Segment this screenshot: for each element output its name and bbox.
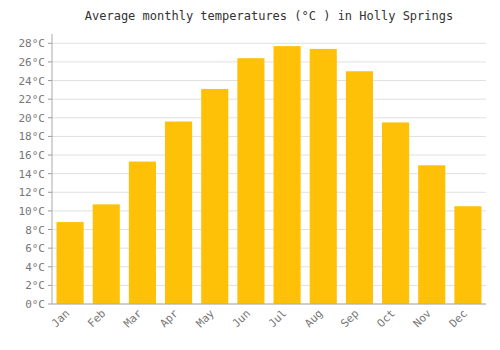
x-tick-label: Sep [338, 307, 361, 330]
x-tick-label: May [194, 307, 218, 331]
grid-line [52, 136, 486, 137]
bar [274, 46, 301, 304]
bar [237, 58, 264, 304]
grid-line [52, 43, 486, 44]
grid-line [52, 117, 486, 118]
chart-container: Average monthly temperatures (°C ) in Ho… [0, 0, 500, 350]
x-tick-label: Aug [302, 307, 325, 330]
bar [57, 222, 84, 304]
bar [201, 89, 228, 304]
x-tick-label: Mar [121, 307, 145, 331]
bars [57, 46, 482, 304]
y-tick [48, 266, 52, 267]
x-tick-label: Apr [157, 307, 181, 331]
bar [93, 204, 120, 304]
grid-line [52, 61, 486, 62]
y-tick-label: 20°C [19, 112, 46, 125]
bar [346, 71, 373, 304]
y-tick [48, 136, 52, 137]
y-tick [48, 99, 52, 100]
y-tick [48, 61, 52, 62]
y-tick-label: 24°C [19, 75, 46, 88]
y-tick-label: 16°C [19, 149, 46, 162]
x-tick-label: Feb [85, 307, 108, 330]
x-tick-label: Jan [49, 307, 72, 330]
grid-line [52, 99, 486, 100]
y-tick [48, 192, 52, 193]
y-grid [52, 43, 486, 304]
y-tick [48, 43, 52, 44]
y-tick [48, 248, 52, 249]
y-tick [48, 173, 52, 174]
bar [129, 162, 156, 304]
chart-title: Average monthly temperatures (°C ) in Ho… [85, 9, 453, 23]
y-tick [48, 155, 52, 156]
y-axis-line [52, 34, 53, 304]
bar [418, 165, 445, 304]
y-tick-label: 0°C [25, 298, 45, 311]
y-tick [48, 117, 52, 118]
y-tick-label: 10°C [19, 205, 46, 218]
x-tick-label: Dec [447, 307, 470, 330]
y-tick-label: 26°C [19, 56, 46, 69]
y-tick-label: 18°C [19, 130, 46, 143]
bar [454, 206, 481, 304]
grid-line [52, 155, 486, 156]
bar [382, 122, 409, 304]
y-tick-label: 14°C [19, 168, 46, 181]
y-tick [48, 229, 52, 230]
grid-line [52, 304, 486, 305]
grid-line [52, 80, 486, 81]
x-tick-label: Jul [266, 307, 289, 330]
bar [310, 49, 337, 304]
chart-svg: Average monthly temperatures (°C ) in Ho… [0, 0, 500, 350]
y-tick-label: 12°C [19, 186, 46, 199]
x-tick-label: Oct [374, 307, 397, 330]
y-tick-label: 22°C [19, 93, 46, 106]
y-tick-label: 8°C [25, 224, 45, 237]
y-tick [48, 80, 52, 81]
y-tick-label: 4°C [25, 261, 45, 274]
y-tick [48, 210, 52, 211]
x-tick-label: Nov [411, 307, 435, 331]
y-tick-label: 6°C [25, 242, 45, 255]
y-tick [48, 285, 52, 286]
x-axis-line [52, 304, 486, 305]
y-tick [48, 304, 52, 305]
bar [165, 122, 192, 304]
y-tick-label: 2°C [25, 279, 45, 292]
x-tick-label: Jun [230, 307, 253, 330]
y-tick-label: 28°C [19, 37, 46, 50]
